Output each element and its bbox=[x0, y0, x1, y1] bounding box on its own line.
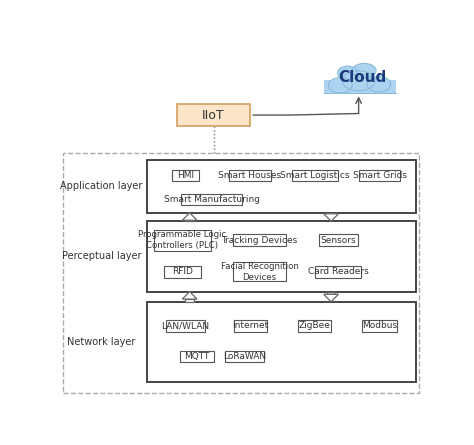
Ellipse shape bbox=[342, 71, 375, 91]
Ellipse shape bbox=[367, 77, 391, 92]
Bar bbox=[316, 266, 361, 278]
Bar bbox=[147, 160, 416, 213]
Bar bbox=[325, 80, 396, 93]
Bar bbox=[147, 221, 416, 291]
Text: Smart Manufacturing: Smart Manufacturing bbox=[164, 195, 260, 204]
Text: Internet: Internet bbox=[232, 321, 268, 331]
Bar bbox=[233, 263, 286, 281]
Bar bbox=[177, 104, 250, 126]
Bar bbox=[172, 170, 199, 182]
Text: LoRaWAN: LoRaWAN bbox=[223, 352, 266, 361]
Text: Sensors: Sensors bbox=[320, 236, 356, 245]
Polygon shape bbox=[185, 220, 194, 221]
Text: Programmable Logic
Controllers (PLC): Programmable Logic Controllers (PLC) bbox=[138, 230, 227, 251]
Bar bbox=[359, 170, 400, 182]
Text: Smart Houses: Smart Houses bbox=[219, 171, 282, 180]
Text: Tracking Devices: Tracking Devices bbox=[221, 236, 298, 245]
Ellipse shape bbox=[328, 77, 352, 93]
Bar bbox=[226, 351, 264, 362]
Ellipse shape bbox=[352, 63, 376, 78]
Text: Facial Recognition
Devices: Facial Recognition Devices bbox=[220, 262, 299, 282]
Bar bbox=[164, 266, 201, 278]
Bar bbox=[319, 235, 358, 246]
Bar bbox=[166, 320, 205, 332]
Bar bbox=[292, 170, 338, 182]
Bar bbox=[180, 351, 214, 362]
Text: LAN/WLAN: LAN/WLAN bbox=[161, 321, 210, 331]
Text: MQTT: MQTT bbox=[184, 352, 210, 361]
Ellipse shape bbox=[337, 66, 358, 80]
Text: HMI: HMI bbox=[177, 171, 194, 180]
Text: Network layer: Network layer bbox=[67, 337, 136, 347]
Bar bbox=[233, 235, 286, 246]
Polygon shape bbox=[182, 291, 197, 299]
Text: Cloud: Cloud bbox=[338, 70, 386, 85]
Text: Modbus: Modbus bbox=[362, 321, 397, 331]
Text: Smart Grids: Smart Grids bbox=[353, 171, 407, 180]
Bar bbox=[362, 320, 397, 332]
Bar bbox=[298, 320, 331, 332]
Text: RFID: RFID bbox=[172, 267, 193, 276]
Bar bbox=[147, 302, 416, 382]
Text: Smart Logistics: Smart Logistics bbox=[280, 171, 349, 180]
Text: Perceptual layer: Perceptual layer bbox=[62, 251, 141, 261]
Polygon shape bbox=[327, 213, 336, 214]
Polygon shape bbox=[324, 214, 338, 221]
Polygon shape bbox=[182, 213, 197, 220]
Bar bbox=[229, 170, 271, 182]
Polygon shape bbox=[327, 291, 336, 294]
Text: ZigBee: ZigBee bbox=[299, 321, 331, 331]
Bar bbox=[154, 230, 211, 251]
Polygon shape bbox=[324, 294, 338, 302]
Bar bbox=[63, 153, 419, 392]
Polygon shape bbox=[185, 299, 194, 302]
Bar bbox=[234, 320, 266, 332]
Bar bbox=[182, 194, 242, 205]
Text: Card Readers: Card Readers bbox=[308, 267, 369, 276]
Text: Application layer: Application layer bbox=[60, 181, 143, 191]
Text: IIoT: IIoT bbox=[202, 109, 225, 121]
